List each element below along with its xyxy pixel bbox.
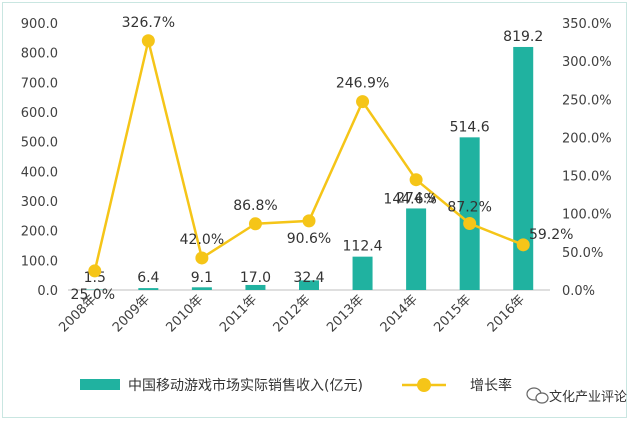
growth-value-label: 86.8% bbox=[233, 198, 277, 214]
growth-point bbox=[302, 214, 316, 228]
left-y-tick-label: 100.0 bbox=[21, 254, 58, 269]
left-y-axis: 0.0 100.0 200.0 300.0 400.0 500.0 600.0 700.0 80… bbox=[21, 17, 58, 299]
left-y-tick-label: 500.0 bbox=[21, 136, 58, 151]
right-y-tick-label: 0.0% bbox=[562, 284, 595, 299]
bar bbox=[352, 256, 373, 290]
left-y-tick-label: 800.0 bbox=[21, 47, 58, 62]
bar bbox=[138, 288, 159, 290]
bar bbox=[245, 284, 266, 290]
left-y-tick-label: 700.0 bbox=[21, 76, 58, 91]
watermark: 文化产业评论 bbox=[526, 387, 627, 405]
left-y-tick-label: 900.0 bbox=[21, 17, 58, 32]
right-y-tick-label: 300.0% bbox=[562, 55, 612, 70]
bar-value-label: 17.0 bbox=[240, 270, 271, 286]
bar-value-label: 514.6 bbox=[450, 119, 490, 135]
growth-point bbox=[141, 34, 155, 48]
growth-point bbox=[195, 251, 209, 265]
right-y-tick-label: 100.0% bbox=[562, 208, 612, 223]
growth-point bbox=[88, 264, 102, 278]
line-data-labels: 25.0% 326.7% 42.0% 86.8% 90.6% 246.9% 144.6% 87… bbox=[71, 15, 574, 303]
growth-point bbox=[248, 217, 262, 231]
growth-value-label: 90.6% bbox=[287, 231, 331, 247]
bar-value-label: 819.2 bbox=[503, 29, 543, 45]
growth-point bbox=[463, 216, 477, 230]
left-y-tick-label: 600.0 bbox=[21, 106, 58, 121]
growth-point bbox=[409, 173, 423, 187]
growth-value-label: 246.9% bbox=[336, 76, 389, 92]
legend-bar-label: 中国移动游戏市场实际销售收入(亿元) bbox=[128, 377, 363, 394]
bar bbox=[299, 280, 319, 290]
bar-value-label: 6.4 bbox=[137, 270, 159, 286]
left-y-tick-label: 400.0 bbox=[21, 165, 58, 180]
bar bbox=[513, 46, 534, 290]
bar-value-label: 112.4 bbox=[343, 239, 383, 255]
x-tick-label: 2009年 bbox=[110, 292, 153, 335]
x-tick-label: 2015年 bbox=[431, 292, 474, 335]
bar bbox=[406, 208, 427, 290]
bar-value-label: 32.4 bbox=[293, 270, 324, 286]
x-tick-label: 2014年 bbox=[378, 292, 421, 335]
bar bbox=[459, 137, 480, 290]
growth-value-label: 59.2% bbox=[529, 227, 573, 243]
growth-value-label: 144.6% bbox=[383, 192, 436, 208]
left-y-tick-label: 300.0 bbox=[21, 195, 58, 210]
growth-point bbox=[516, 238, 530, 252]
bar-series bbox=[84, 46, 534, 290]
right-y-tick-label: 50.0% bbox=[562, 246, 603, 261]
line-series bbox=[88, 34, 530, 278]
right-y-axis: 0.0% 50.0% 100.0% 150.0% 200.0% 250.0% 300.0% 3… bbox=[562, 17, 612, 299]
growth-value-label: 87.2% bbox=[447, 199, 491, 215]
x-tick-label: 2012年 bbox=[271, 292, 314, 335]
growth-value-label: 326.7% bbox=[122, 15, 175, 31]
right-y-tick-label: 200.0% bbox=[562, 131, 612, 146]
x-tick-label: 2011年 bbox=[217, 292, 260, 335]
legend-line-marker bbox=[417, 378, 431, 392]
growth-value-label: 42.0% bbox=[180, 232, 224, 248]
wechat-icon bbox=[526, 387, 549, 404]
x-axis-tick-labels: 2008年 2009年 2010年 2011年 2012年 2013年 2014年 2015年… bbox=[56, 292, 528, 335]
legend-line-label: 增长率 bbox=[470, 377, 512, 394]
bar-value-label: 274.9 bbox=[396, 190, 436, 206]
bar-value-label: 9.1 bbox=[191, 270, 213, 286]
right-y-tick-label: 250.0% bbox=[562, 93, 612, 108]
legend-bar-swatch bbox=[80, 379, 120, 390]
legend: 中国移动游戏市场实际销售收入(亿元) 增长率 bbox=[80, 377, 512, 394]
watermark-text: 文化产业评论 bbox=[549, 390, 627, 405]
x-tick-label: 2013年 bbox=[324, 292, 367, 335]
growth-value-label: 25.0% bbox=[71, 287, 115, 303]
right-y-tick-label: 350.0% bbox=[562, 17, 612, 32]
x-tick-label: 2016年 bbox=[485, 292, 528, 335]
bar bbox=[191, 287, 212, 290]
right-y-tick-label: 150.0% bbox=[562, 170, 612, 185]
x-tick-label: 2010年 bbox=[164, 292, 207, 335]
left-y-tick-label: 0.0 bbox=[37, 284, 58, 299]
left-y-tick-label: 200.0 bbox=[21, 225, 58, 240]
growth-point bbox=[356, 95, 370, 109]
